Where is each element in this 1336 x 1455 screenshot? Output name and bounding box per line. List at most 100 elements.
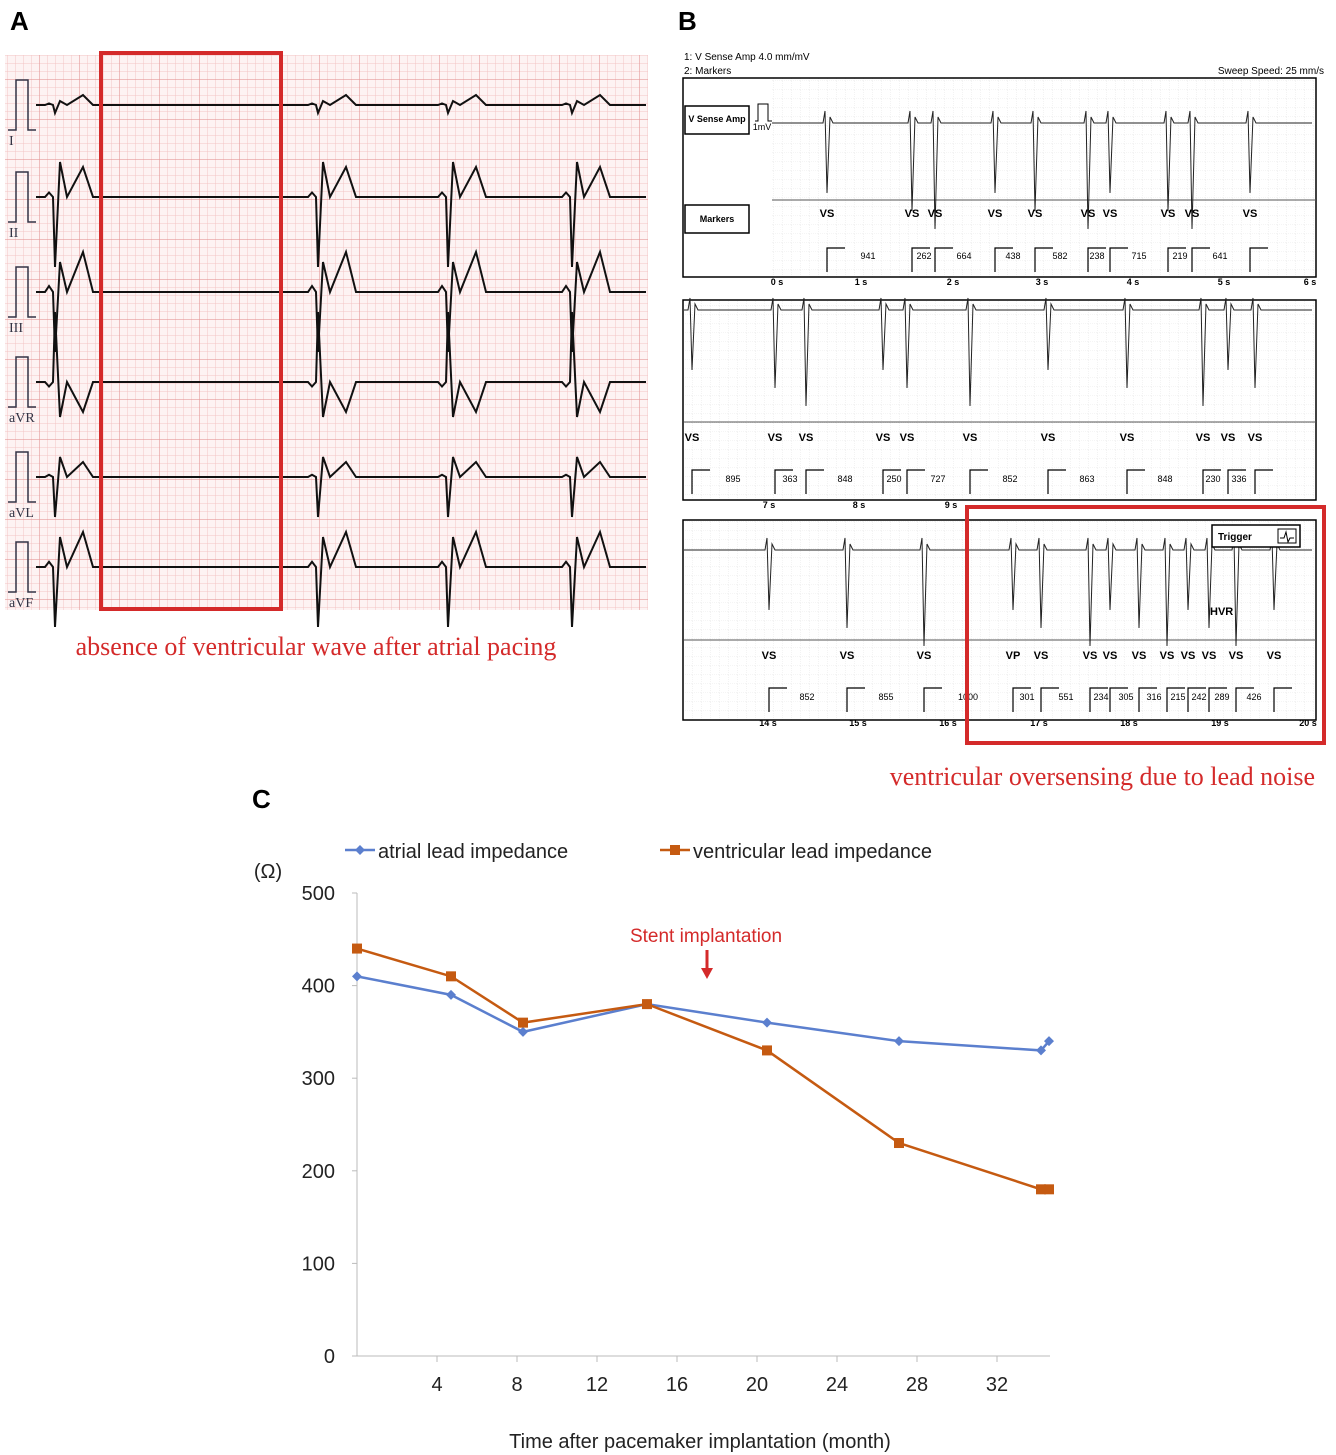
- y-tick-label: 200: [302, 1161, 335, 1183]
- marker-label: VS: [876, 432, 891, 444]
- marker-label: VS: [900, 432, 915, 444]
- interval-label: 305: [1118, 692, 1133, 702]
- marker-label: VS: [1248, 432, 1263, 444]
- marker-label: VS: [1028, 208, 1043, 220]
- interval-label: 336: [1231, 474, 1246, 484]
- series-line: [357, 976, 1049, 1050]
- interval-label: 301: [1019, 692, 1034, 702]
- interval-label: 664: [956, 251, 971, 261]
- marker-label: VS: [1083, 650, 1098, 662]
- time-label: 1 s: [855, 277, 868, 287]
- time-label: 7 s: [763, 500, 776, 510]
- data-point: [518, 1018, 528, 1028]
- marker-label: VS: [1034, 650, 1049, 662]
- marker-label: VS: [1160, 650, 1175, 662]
- marker-label: VS: [917, 650, 932, 662]
- figure: A IIIIIIaVRaVLaVF absence of ventricular…: [0, 0, 1336, 1455]
- time-label: 4 s: [1127, 277, 1140, 287]
- legend-marker: [670, 845, 680, 855]
- lead-label: aVR: [9, 411, 35, 426]
- interval-label: 895: [725, 474, 740, 484]
- time-label: 2 s: [947, 277, 960, 287]
- interval-label: 641: [1212, 251, 1227, 261]
- data-point: [762, 1045, 772, 1055]
- x-tick-label: 20: [746, 1374, 768, 1396]
- x-axis-label: Time after pacemaker implantation (month…: [509, 1431, 891, 1453]
- interval-label: 238: [1089, 251, 1104, 261]
- channel-label: V Sense Amp: [688, 114, 746, 124]
- marker-label: VS: [1132, 650, 1147, 662]
- interval-label: 941: [860, 251, 875, 261]
- marker-label: VS: [820, 208, 835, 220]
- y-tick-label: 500: [302, 883, 335, 905]
- calibration-pulse: [755, 104, 772, 121]
- y-tick-label: 0: [324, 1346, 335, 1368]
- channel-label: Markers: [700, 214, 735, 224]
- y-tick-label: 300: [302, 1068, 335, 1090]
- legend-label: ventricular lead impedance: [693, 841, 932, 863]
- marker-label: VP: [1006, 650, 1021, 662]
- panel-label: C: [252, 784, 271, 814]
- time-label: 9 s: [945, 500, 958, 510]
- panel-label: A: [10, 6, 29, 36]
- strip-grid: [772, 78, 1316, 277]
- impedance-chart: (Ω) Time after pacemaker implantation (m…: [254, 841, 1054, 1453]
- marker-label: VS: [1185, 208, 1200, 220]
- series-line: [357, 949, 1049, 1190]
- marker-label: VS: [1041, 432, 1056, 444]
- time-label: 15 s: [849, 718, 867, 728]
- caption: absence of ventricular wave after atrial…: [76, 632, 557, 661]
- time-label: 17 s: [1030, 718, 1048, 728]
- annotation: Stent implantation: [630, 926, 782, 947]
- y-axis-label: (Ω): [254, 861, 282, 883]
- interval-label: 852: [1002, 474, 1017, 484]
- interval-label: 855: [878, 692, 893, 702]
- interval-label: 289: [1214, 692, 1229, 702]
- interval-label: 250: [886, 474, 901, 484]
- hvr-label: HVR: [1210, 606, 1233, 618]
- x-tick-label: 24: [826, 1374, 848, 1396]
- lead-label: aVF: [9, 596, 33, 611]
- time-label: 5 s: [1218, 277, 1231, 287]
- egm-strips: VSVSVSVSVSVSVSVSVSVS94126266443858223871…: [683, 78, 1317, 728]
- time-label: 14 s: [759, 718, 777, 728]
- data-point: [446, 971, 456, 981]
- data-point: [446, 990, 456, 1000]
- time-label: 8 s: [853, 500, 866, 510]
- lead-label: I: [9, 134, 14, 149]
- marker-label: VS: [1243, 208, 1258, 220]
- marker-label: VS: [799, 432, 814, 444]
- interval-label: 551: [1058, 692, 1073, 702]
- marker-label: VS: [1267, 650, 1282, 662]
- data-point: [642, 999, 652, 1009]
- marker-label: VS: [905, 208, 920, 220]
- interval-label: 234: [1093, 692, 1108, 702]
- interval-label: 262: [916, 251, 931, 261]
- marker-label: VS: [963, 432, 978, 444]
- x-tick-label: 32: [986, 1374, 1008, 1396]
- time-label: 20 s: [1299, 718, 1317, 728]
- x-tick-label: 8: [511, 1374, 522, 1396]
- marker-label: VS: [1196, 432, 1211, 444]
- lead-label: aVL: [9, 506, 34, 521]
- data-point: [1044, 1184, 1054, 1194]
- marker-label: VS: [1081, 208, 1096, 220]
- data-point: [894, 1138, 904, 1148]
- interval-label: 242: [1191, 692, 1206, 702]
- marker-label: VS: [762, 650, 777, 662]
- header-text: Sweep Speed: 25 mm/s: [1218, 66, 1324, 77]
- marker-label: VS: [988, 208, 1003, 220]
- marker-label: VS: [685, 432, 700, 444]
- marker-label: VS: [1181, 650, 1196, 662]
- time-label: 0 s: [771, 277, 784, 287]
- marker-label: VS: [928, 208, 943, 220]
- caption: ventricular oversensing due to lead nois…: [890, 762, 1315, 791]
- interval-label: 715: [1131, 251, 1146, 261]
- marker-label: VS: [1120, 432, 1135, 444]
- x-tick-label: 16: [666, 1374, 688, 1396]
- legend-marker: [355, 845, 365, 855]
- interval-label: 727: [930, 474, 945, 484]
- data-point: [762, 1018, 772, 1028]
- time-label: 18 s: [1120, 718, 1138, 728]
- interval-label: 215: [1170, 692, 1185, 702]
